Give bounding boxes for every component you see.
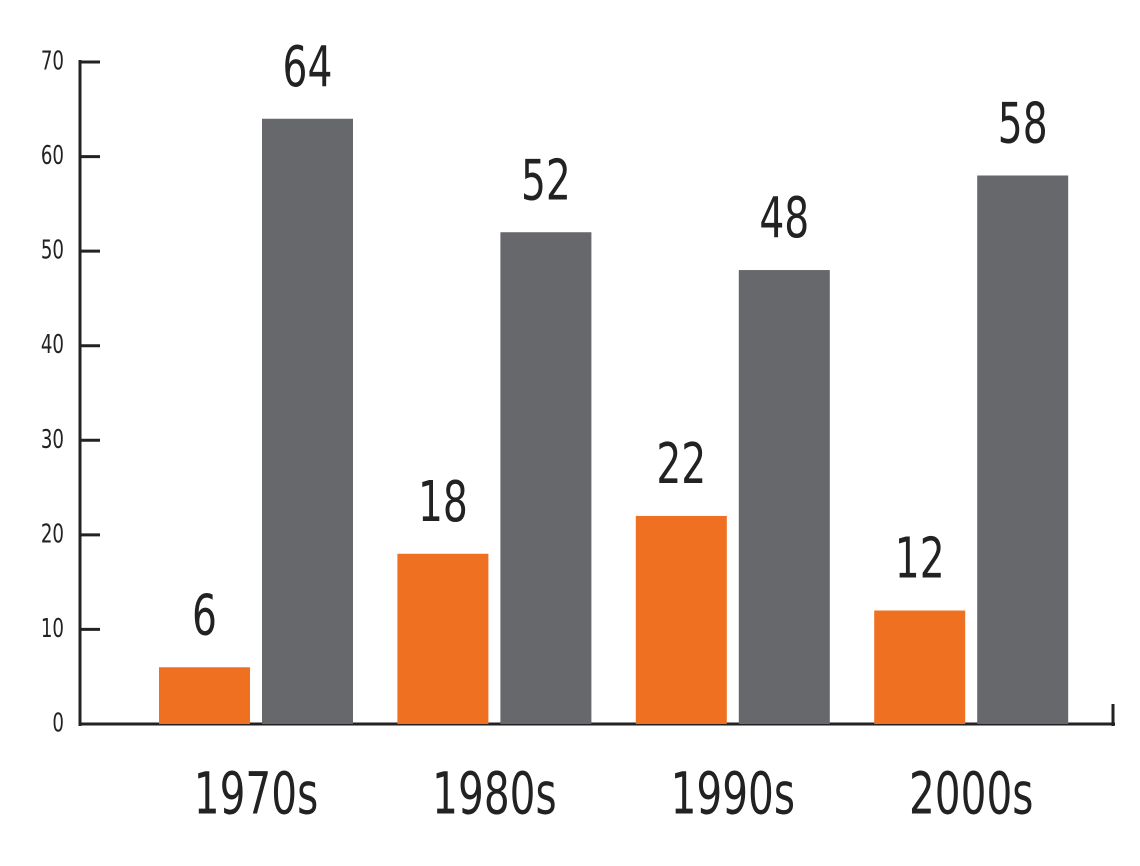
y-tick-label: 10	[41, 614, 64, 644]
x-tick-label: 1970s	[194, 760, 318, 827]
value-label: 18	[418, 470, 468, 535]
y-tick-label: 0	[52, 708, 64, 738]
bar	[159, 667, 250, 724]
y-tick-label: 50	[41, 236, 64, 266]
bar	[874, 610, 966, 724]
bar	[635, 515, 727, 724]
x-tick-label: 2000s	[909, 760, 1033, 827]
bar	[262, 118, 353, 724]
y-tick-label: 70	[41, 46, 64, 76]
y-tick-label: 40	[41, 330, 64, 360]
x-tick-label: 1990s	[671, 760, 795, 827]
value-label: 58	[998, 92, 1048, 157]
bar	[500, 232, 592, 724]
value-label: 64	[283, 35, 333, 100]
value-label: 12	[895, 527, 945, 592]
y-tick-label: 30	[41, 425, 64, 455]
value-label: 22	[656, 432, 706, 497]
value-label: 52	[521, 148, 571, 213]
x-tick-label: 1980s	[432, 760, 556, 827]
bar	[397, 553, 489, 724]
y-tick-label: 60	[41, 141, 64, 171]
bar	[977, 175, 1069, 724]
value-label: 48	[759, 186, 809, 251]
value-label: 6	[192, 583, 217, 648]
bar	[738, 270, 830, 724]
y-tick-label: 20	[41, 519, 64, 549]
